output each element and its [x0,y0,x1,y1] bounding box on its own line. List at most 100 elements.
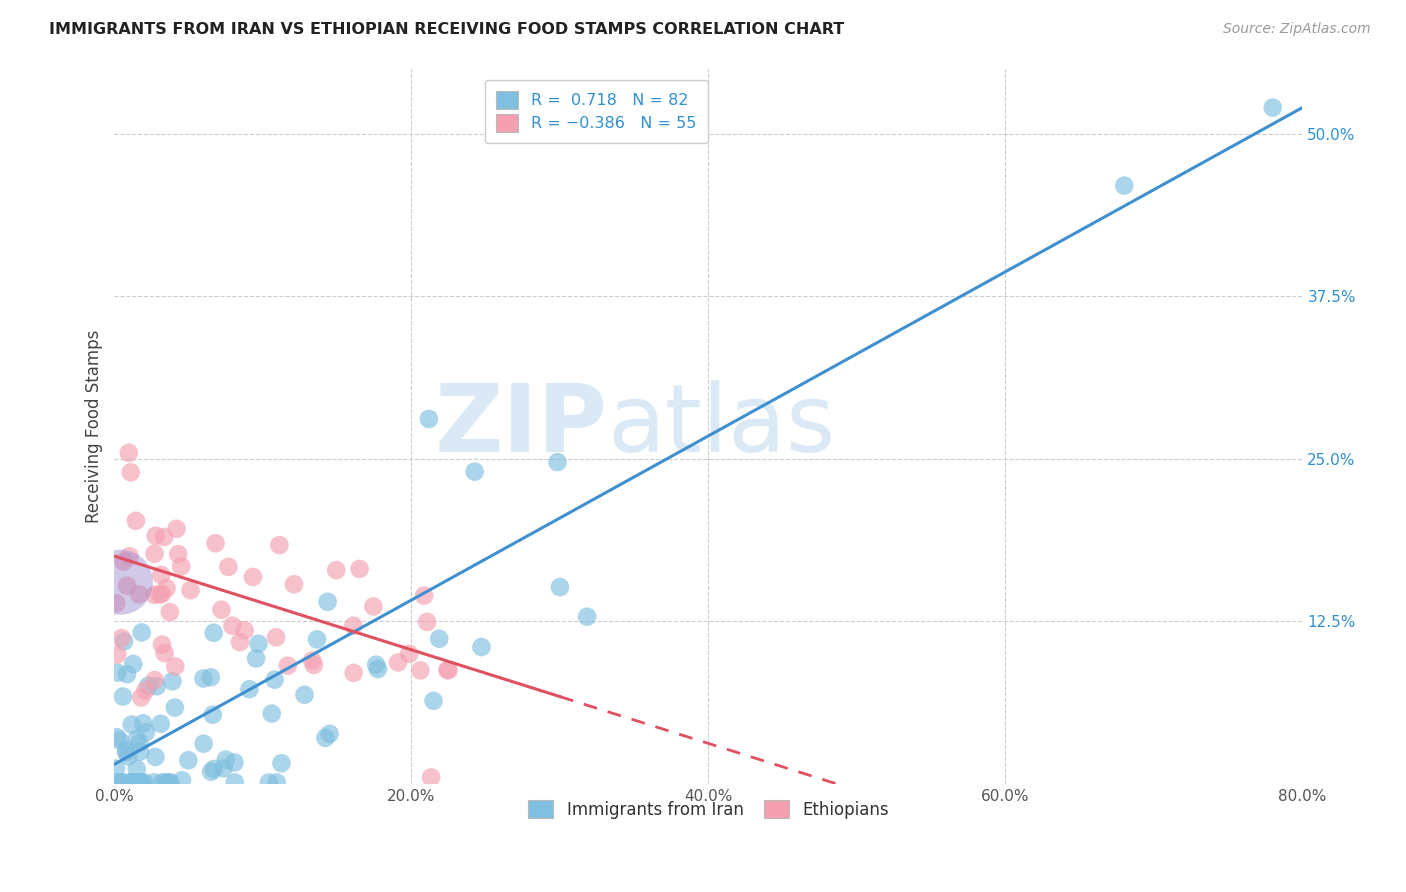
Point [104,762,127,776]
Point [576,609,599,624]
Point [367,662,389,676]
Point [349,562,371,576]
Point [112,555,135,569]
Point [343,665,366,680]
Point [118,446,141,460]
Point [110,631,132,645]
Point [111,690,134,704]
Point [105,596,128,610]
Point [134,683,156,698]
Point [325,563,347,577]
Point [437,663,460,677]
Point [165,659,187,673]
Point [314,731,336,745]
Point [127,775,149,789]
Point [159,775,181,789]
Point [202,762,225,776]
Point [120,466,142,480]
Point [193,672,215,686]
Point [163,700,186,714]
Point [150,775,173,789]
Point [143,547,166,561]
Point [128,587,150,601]
Point [266,775,288,789]
Point [294,688,316,702]
Point [121,717,143,731]
Point [125,514,148,528]
Text: IMMIGRANTS FROM IRAN VS ETHIOPIAN RECEIVING FOOD STAMPS CORRELATION CHART: IMMIGRANTS FROM IRAN VS ETHIOPIAN RECEIV… [49,22,845,37]
Point [233,624,256,638]
Point [179,583,201,598]
Point [125,732,148,747]
Point [464,465,486,479]
Point [143,673,166,687]
Point [548,580,571,594]
Point [167,547,190,561]
Point [112,775,135,789]
Point [155,775,177,789]
Point [145,750,167,764]
Point [135,725,157,739]
Point [170,559,193,574]
Point [155,581,177,595]
Point [270,756,292,771]
Text: atlas: atlas [607,380,835,472]
Point [409,664,432,678]
Point [105,731,128,745]
Point [145,679,167,693]
Point [200,670,222,684]
Point [202,625,225,640]
Point [148,587,170,601]
Text: Source: ZipAtlas.com: Source: ZipAtlas.com [1223,22,1371,37]
Point [269,538,291,552]
Point [283,577,305,591]
Point [118,549,141,564]
Point [132,775,155,789]
Point [128,775,150,789]
Point [105,775,128,789]
Point [127,775,149,789]
Point [193,737,215,751]
Point [166,522,188,536]
Point [366,657,388,672]
Point [1261,101,1284,115]
Point [547,455,569,469]
Point [150,568,173,582]
Text: ZIP: ZIP [434,380,607,472]
Point [170,773,193,788]
Point [115,743,138,757]
Point [145,529,167,543]
Point [112,634,135,648]
Point [212,761,235,775]
Point [260,706,283,721]
Point [1114,178,1136,193]
Point [363,599,385,614]
Point [436,663,458,677]
Point [224,775,246,789]
Point [398,647,420,661]
Point [224,756,246,770]
Point [301,654,323,668]
Point [125,762,148,776]
Point [318,727,340,741]
Point [238,682,260,697]
Point [204,536,226,550]
Point [149,716,172,731]
Point [277,658,299,673]
Point [242,570,264,584]
Legend: Immigrants from Iran, Ethiopians: Immigrants from Iran, Ethiopians [522,794,896,825]
Point [120,775,142,789]
Point [413,589,436,603]
Point [305,632,328,647]
Point [159,605,181,619]
Point [153,646,176,660]
Point [245,651,267,665]
Point [257,775,280,789]
Point [120,775,142,789]
Point [416,615,439,629]
Point [420,771,443,785]
Point [247,637,270,651]
Point [122,657,145,671]
Point [209,603,232,617]
Point [129,745,152,759]
